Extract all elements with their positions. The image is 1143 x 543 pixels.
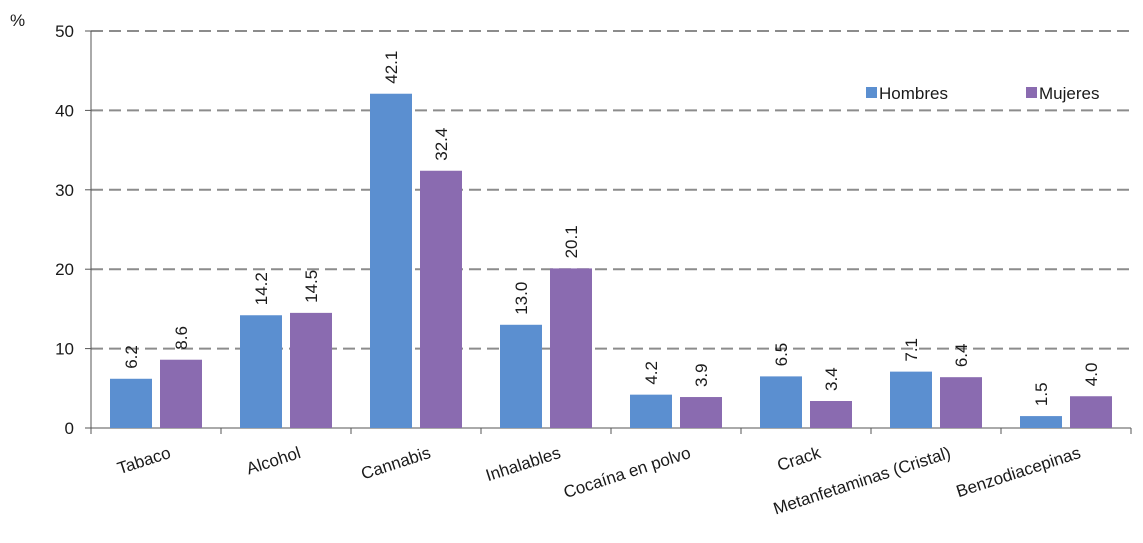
bar-mujeres <box>940 377 982 428</box>
x-tick-label: Alcohol <box>244 443 303 478</box>
y-tick-label: 20 <box>55 260 74 279</box>
bar-mujeres <box>160 359 202 428</box>
data-labels: 6.2 8.6 14.2 14.5 42.1 32.4 13.0 20.1 4.2 3.9 6.5 3… <box>122 51 1101 406</box>
legend-swatch-mujeres <box>1026 87 1037 98</box>
legend-swatch-hombres <box>866 87 877 98</box>
data-label: 8.6 <box>172 326 191 350</box>
bar-mujeres <box>550 268 592 428</box>
data-label: 14.5 <box>302 270 321 303</box>
bar-mujeres <box>680 397 722 428</box>
data-label: 6.4 <box>952 344 971 368</box>
data-label: 14.2 <box>252 272 271 305</box>
y-tick-label: 40 <box>55 101 74 120</box>
bar-hombres <box>630 394 672 428</box>
y-axis-unit-label: % <box>10 11 25 30</box>
legend: Hombres Mujeres <box>866 84 1099 103</box>
bar-hombres <box>760 376 802 428</box>
data-label: 13.0 <box>512 282 531 315</box>
data-label: 7.1 <box>902 338 921 362</box>
x-tick-label: Cannabis <box>359 443 433 483</box>
bar-mujeres <box>810 401 852 428</box>
bar-hombres <box>370 93 412 428</box>
data-label: 6.5 <box>772 343 791 367</box>
y-tick-label: 0 <box>65 419 74 438</box>
x-tick-label: Cocaína en polvo <box>561 443 693 502</box>
bar-hombres <box>240 315 282 428</box>
bar-hombres <box>500 324 542 428</box>
x-tick-label: Benzodiacepinas <box>954 443 1083 501</box>
bar-mujeres <box>420 170 462 428</box>
y-tick-label: 10 <box>55 340 74 359</box>
data-label: 4.2 <box>642 361 661 385</box>
x-tick-label: Inhalables <box>483 443 563 485</box>
bar-mujeres <box>1070 396 1112 428</box>
data-label: 20.1 <box>562 225 581 258</box>
bar-mujeres <box>290 312 332 428</box>
legend-label: Mujeres <box>1039 84 1099 103</box>
bars <box>110 93 1112 428</box>
data-label: 1.5 <box>1032 382 1051 406</box>
x-tick-label: Tabaco <box>115 443 173 478</box>
axes: 0 10 20 30 40 50 <box>55 22 1132 438</box>
legend-label: Hombres <box>879 84 948 103</box>
data-label: 3.4 <box>822 367 841 391</box>
data-label: 4.0 <box>1082 363 1101 387</box>
x-tick-label: Crack <box>775 443 824 475</box>
bar-hombres <box>890 371 932 428</box>
bar-hombres <box>1020 416 1062 428</box>
bar-hombres <box>110 378 152 428</box>
gridlines <box>91 30 1131 350</box>
y-tick-label: 30 <box>55 181 74 200</box>
data-label: 6.2 <box>122 345 141 369</box>
data-label: 32.4 <box>432 128 451 161</box>
data-label: 42.1 <box>382 51 401 84</box>
data-label: 3.9 <box>692 363 711 387</box>
y-tick-label: 50 <box>55 22 74 41</box>
